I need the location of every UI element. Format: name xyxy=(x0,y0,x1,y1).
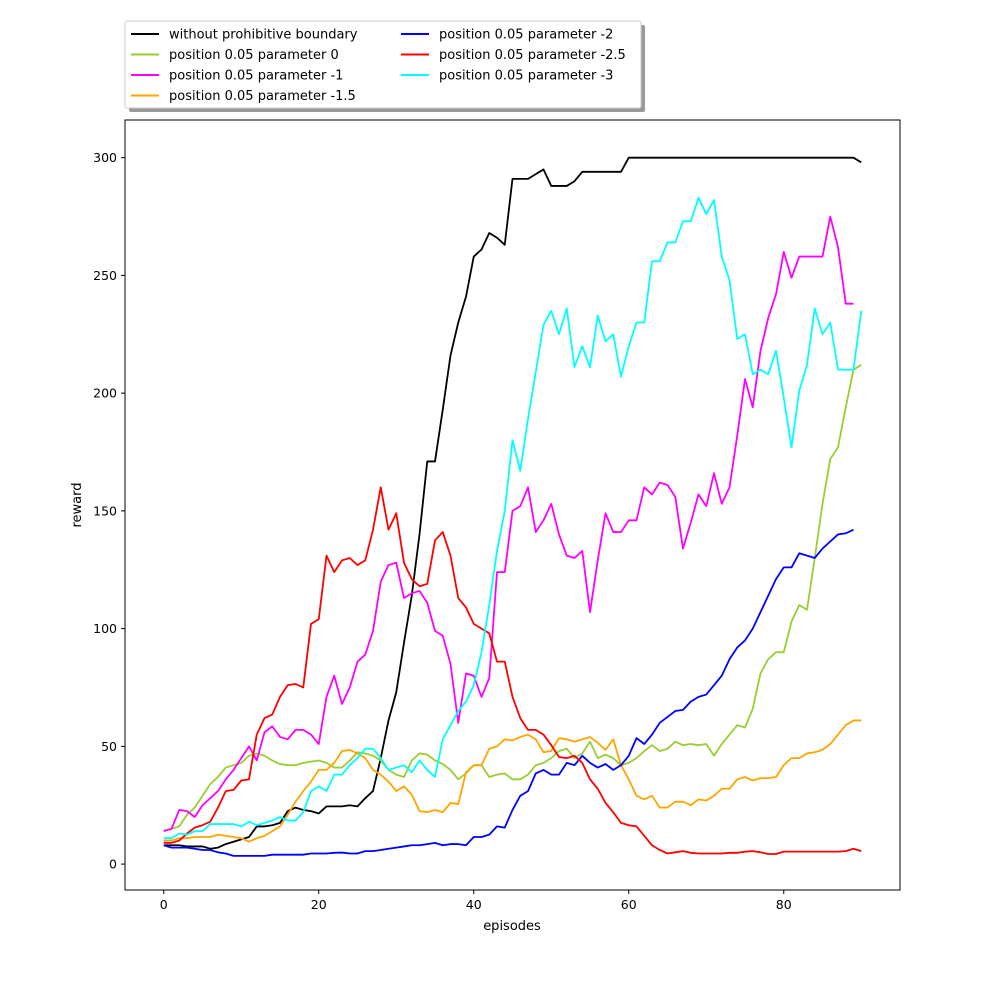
series-line-0 xyxy=(163,156,862,850)
x-tick-label-4: 80 xyxy=(776,897,792,912)
x-tick-label-2: 40 xyxy=(466,897,482,912)
series-line-6 xyxy=(163,196,863,840)
y-tick-label-3: 150 xyxy=(93,503,117,518)
legend-label-5: position 0.05 parameter -2.5 xyxy=(439,48,626,63)
y-tick-label-5: 250 xyxy=(93,268,117,283)
legend-label-1: position 0.05 parameter 0 xyxy=(169,48,339,63)
y-tick-label-6: 300 xyxy=(93,150,117,165)
legend-label-3: position 0.05 parameter -1.5 xyxy=(169,89,356,104)
x-tick-label-0: 0 xyxy=(160,897,168,912)
series-line-4 xyxy=(163,528,854,857)
plot-frame xyxy=(124,119,901,891)
plot-lines xyxy=(163,156,863,857)
y-tick-label-1: 50 xyxy=(101,739,117,754)
y-tick-label-2: 100 xyxy=(93,621,117,636)
y-axis-label: reward xyxy=(70,482,85,527)
series-line-1 xyxy=(163,364,862,832)
series-line-3 xyxy=(163,719,862,843)
legend-box xyxy=(124,20,642,109)
legend-label-2: position 0.05 parameter -1 xyxy=(169,69,343,84)
x-tick-label-1: 20 xyxy=(311,897,327,912)
series-line-5 xyxy=(163,486,862,855)
x-tick-label-3: 60 xyxy=(621,897,637,912)
x-axis-label: episodes xyxy=(483,919,541,934)
y-tick-label-4: 200 xyxy=(93,386,117,401)
series-line-2 xyxy=(163,215,854,832)
legend-label-6: position 0.05 parameter -3 xyxy=(439,69,613,84)
y-axis: 0 50 100 150 200 250 300 xyxy=(93,150,125,872)
y-tick-label-0: 0 xyxy=(109,857,117,872)
legend-label-0: without prohibitive boundary xyxy=(169,28,358,43)
legend-label-4: position 0.05 parameter -2 xyxy=(439,28,613,43)
legend: without prohibitive boundary position 0.0… xyxy=(124,20,645,112)
x-axis: 0 20 40 60 80 xyxy=(160,890,792,912)
